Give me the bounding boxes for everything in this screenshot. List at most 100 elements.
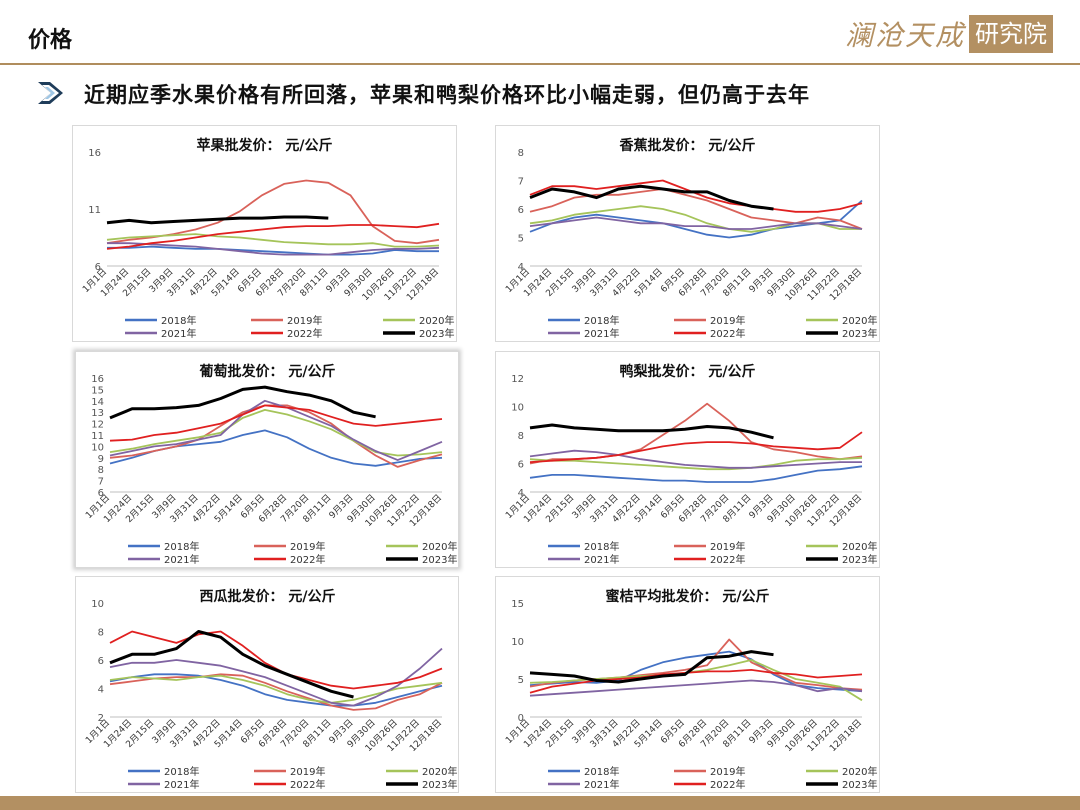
chart-title: 西瓜批发价： 元/公斤 [200, 588, 336, 605]
chart-apple: 苹果批发价： 元/公斤 6 11 16 1月1日 1月24日 2月15日 3月9日 3月31日 4… [72, 125, 457, 342]
y-tick-label: 8 [518, 431, 524, 442]
chart-svg: 苹果批发价： 元/公斤611161月1日1月24日2月15日3月9日3月31日4… [81, 137, 455, 340]
series-line-2019年 [529, 402, 863, 465]
y-tick-label: 12 [511, 374, 524, 385]
chart-title: 葡萄批发价： 元/公斤 [199, 363, 336, 380]
chart-title: 苹果批发价： 元/公斤 [197, 137, 333, 154]
legend-label: 2020年 [422, 765, 457, 778]
y-tick-label: 10 [511, 637, 524, 648]
series-line-2018年 [529, 199, 863, 239]
series-line-2023年 [109, 630, 354, 699]
series-line-2021年 [529, 216, 863, 230]
series-line-2019年 [109, 404, 443, 468]
legend-label: 2018年 [584, 540, 619, 553]
chart-title: 蜜桔平均批发价： 元/公斤 [606, 588, 770, 605]
y-tick-label: 4 [518, 488, 524, 499]
legend-label: 2020年 [842, 765, 877, 778]
series-line-2021年 [529, 449, 862, 469]
y-tick-label: 15 [511, 599, 524, 610]
y-tick-label: 5 [518, 675, 524, 686]
legend-label: 2021年 [584, 327, 619, 340]
legend-label: 2019年 [290, 540, 325, 553]
y-tick-label: 6 [518, 460, 524, 471]
chart-grape: 葡萄批发价： 元/公斤 6 7 8 9 10 11 12 13 14 15 16 1月1日 1月24日 2月… [75, 351, 459, 568]
y-tick-label: 8 [518, 148, 524, 159]
legend-label: 2018年 [161, 314, 196, 327]
logo-text: 澜沧天成 [845, 19, 966, 52]
y-tick-label: 10 [91, 599, 104, 610]
series-line-2023年 [106, 215, 329, 225]
y-tick-label: 14 [91, 397, 104, 408]
series-line-2022年 [109, 630, 443, 690]
series-line-2018年 [529, 465, 863, 483]
y-tick-label: 16 [88, 148, 101, 159]
y-tick-label: 7 [518, 177, 524, 188]
series-line-2018年 [109, 673, 443, 707]
y-tick-label: 7 [98, 477, 104, 488]
chart-title: 香蕉批发价： 元/公斤 [619, 137, 756, 154]
legend-label: 2023年 [842, 327, 877, 340]
legend-label: 2021年 [164, 778, 199, 791]
chart-watermelon: 西瓜批发价： 元/公斤 2 4 6 8 10 1月1日 1月24日 2月15日 3月9日 3月31日… [75, 576, 459, 793]
legend-label: 2023年 [842, 778, 877, 791]
legend-label: 2020年 [842, 540, 877, 553]
legend-label: 2018年 [584, 765, 619, 778]
chart-pear: 鸭梨批发价： 元/公斤 4 6 8 10 12 1月1日 1月24日 2月15日 3月9日 3月31… [495, 351, 880, 568]
page-title: 价格 [28, 28, 73, 53]
y-tick-label: 6 [98, 656, 104, 667]
legend-label: 2019年 [290, 765, 325, 778]
series-line-2023年 [529, 184, 774, 211]
y-tick-label: 16 [91, 374, 104, 385]
y-tick-label: 5 [518, 234, 524, 245]
legend-label: 2020年 [419, 314, 454, 327]
legend-label: 2018年 [584, 314, 619, 327]
legend-label: 2018年 [164, 765, 199, 778]
logo-box-text: 研究院 [969, 15, 1054, 53]
series-line-2018年 [109, 429, 443, 467]
footer-bar [0, 796, 1080, 810]
legend-label: 2023年 [422, 553, 457, 566]
series-line-2023年 [109, 385, 376, 420]
subtitle: 近期应季水果价格有所回落，苹果和鸭梨价格环比小幅走弱，但仍高于去年 [84, 83, 810, 107]
chart-svg: 葡萄批发价： 元/公斤6789101112131415161月1日1月24日2月… [84, 363, 458, 566]
y-tick-label: 10 [511, 403, 524, 414]
header-divider [0, 63, 1080, 65]
y-tick-label: 8 [98, 465, 104, 476]
y-tick-label: 11 [88, 205, 101, 216]
chart-svg: 鸭梨批发价： 元/公斤46810121月1日1月24日2月15日3月9日3月31… [504, 363, 878, 566]
series-line-2019年 [109, 673, 443, 711]
series-line-2022年 [529, 431, 863, 463]
y-tick-label: 4 [98, 685, 104, 696]
series-line-2018年 [107, 245, 439, 256]
legend-label: 2020年 [422, 540, 457, 553]
chart-svg: 西瓜批发价： 元/公斤2468101月1日1月24日2月15日3月9日3月31日… [84, 588, 458, 791]
legend-label: 2019年 [710, 314, 745, 327]
y-tick-label: 0 [518, 713, 524, 724]
y-tick-label: 11 [91, 431, 104, 442]
series-line-2021年 [109, 647, 443, 707]
chart-svg: 香蕉批发价： 元/公斤456781月1日1月24日2月15日3月9日3月31日4… [504, 137, 878, 340]
chart-title: 鸭梨批发价： 元/公斤 [620, 363, 756, 380]
legend-label: 2019年 [710, 540, 745, 553]
y-tick-label: 6 [95, 262, 101, 273]
y-tick-label: 12 [91, 420, 104, 431]
series-line-2021年 [109, 399, 443, 461]
series-line-2021年 [529, 679, 863, 697]
series-line-2023年 [529, 650, 774, 684]
legend-label: 2019年 [710, 765, 745, 778]
brand-logo: 澜沧天成 研究院 [845, 14, 1054, 54]
chart-banana: 香蕉批发价： 元/公斤 4 5 6 7 8 1月1日 1月24日 2月15日 3月9日 3月31日 4… [495, 125, 880, 342]
y-tick-label: 9 [98, 454, 104, 465]
chevron-right-icon [38, 82, 63, 104]
series-line-2023年 [529, 423, 774, 440]
y-tick-label: 4 [518, 262, 524, 273]
series-line-2022年 [106, 222, 440, 250]
legend-label: 2023年 [422, 778, 457, 791]
series-line-2021年 [107, 242, 440, 256]
legend-label: 2022年 [710, 553, 745, 566]
legend-label: 2023年 [842, 553, 877, 566]
legend-label: 2022年 [710, 778, 745, 791]
legend-label: 2023年 [419, 327, 454, 340]
legend-label: 2021年 [161, 327, 196, 340]
legend-label: 2022年 [287, 327, 322, 340]
